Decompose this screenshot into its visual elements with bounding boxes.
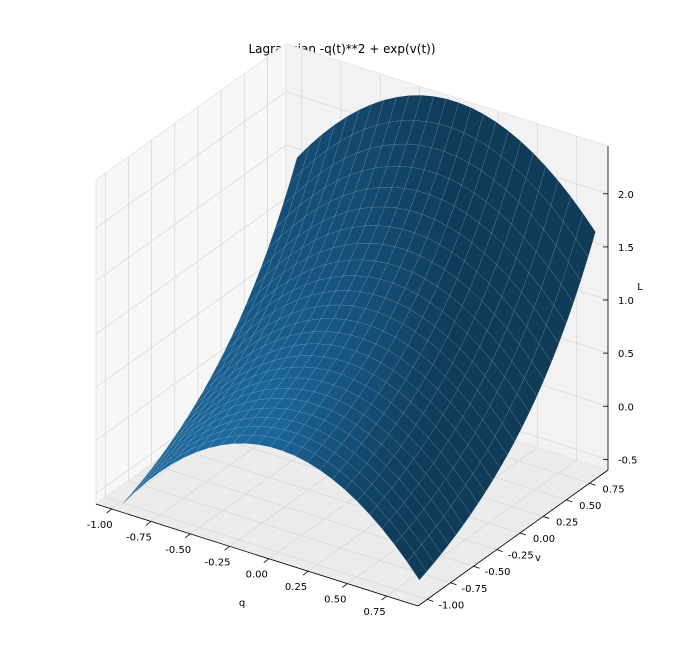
surface-plot: [120, 95, 596, 581]
y-tick-label: 0.25: [556, 517, 578, 528]
surface-patch: [458, 484, 479, 515]
surface-patch: [575, 212, 596, 258]
z-tick-label: -0.5: [618, 455, 638, 466]
x-axis-label: q: [239, 598, 245, 609]
y-tick: [496, 549, 503, 552]
z-tick-label: 2.0: [618, 190, 634, 201]
x-tick: [224, 545, 230, 551]
x-tick-label: 0.50: [324, 595, 346, 606]
x-tick-label: -0.25: [205, 557, 231, 568]
axis-lines: [95, 146, 609, 607]
y-tick-label: -0.25: [508, 551, 534, 562]
z-tick-label: 0.5: [618, 349, 634, 360]
y-tick: [566, 499, 573, 503]
y-tick-label: 0.00: [533, 534, 555, 545]
y-gridline: [128, 156, 451, 584]
x-tick-label: 0.25: [285, 582, 307, 593]
x-tick: [381, 595, 387, 601]
y-tick: [589, 482, 596, 486]
z-tick-label: 1.0: [618, 296, 634, 307]
y-axis-label: v: [535, 553, 541, 564]
x-tick-label: 0.75: [363, 607, 385, 618]
x-tick-label: -0.75: [126, 532, 152, 543]
y-tick: [542, 516, 550, 519]
z-tick-label: 0.0: [618, 402, 634, 413]
x-tick: [302, 570, 309, 576]
surface-patch: [406, 552, 428, 581]
surface-patch: [524, 360, 545, 397]
y-tick: [427, 598, 434, 602]
x-tick: [145, 521, 152, 526]
x-tick: [184, 533, 191, 539]
y-tick-label: 0.75: [602, 484, 624, 495]
z-axis-label: L: [637, 282, 643, 293]
x-tick-label: -1.00: [87, 520, 113, 531]
y-gridline: [151, 140, 474, 567]
x-tick: [342, 583, 348, 588]
y-tick: [519, 532, 527, 536]
y-tick-label: -0.50: [485, 567, 511, 578]
y-axis-line: [417, 469, 609, 607]
y-tick: [450, 582, 457, 586]
x-tick-label: -0.50: [165, 545, 191, 556]
x-axis-line: [95, 503, 419, 607]
surface-patch: [553, 283, 574, 325]
x-tick-label: 0.00: [246, 570, 268, 581]
y-tick: [473, 565, 480, 569]
x-tick: [263, 558, 270, 564]
z-tick-label: 1.5: [618, 243, 634, 254]
axis-ticks: -1.00-0.75-0.50-0.250.000.250.500.75-1.0…: [87, 190, 638, 618]
y-gridline: [104, 173, 428, 600]
y-tick-label: -1.00: [438, 600, 464, 611]
y-tick-label: 0.50: [579, 501, 601, 512]
surface-patch: [560, 261, 582, 304]
y-tick-label: -0.75: [462, 584, 488, 595]
x-tick: [106, 508, 112, 514]
